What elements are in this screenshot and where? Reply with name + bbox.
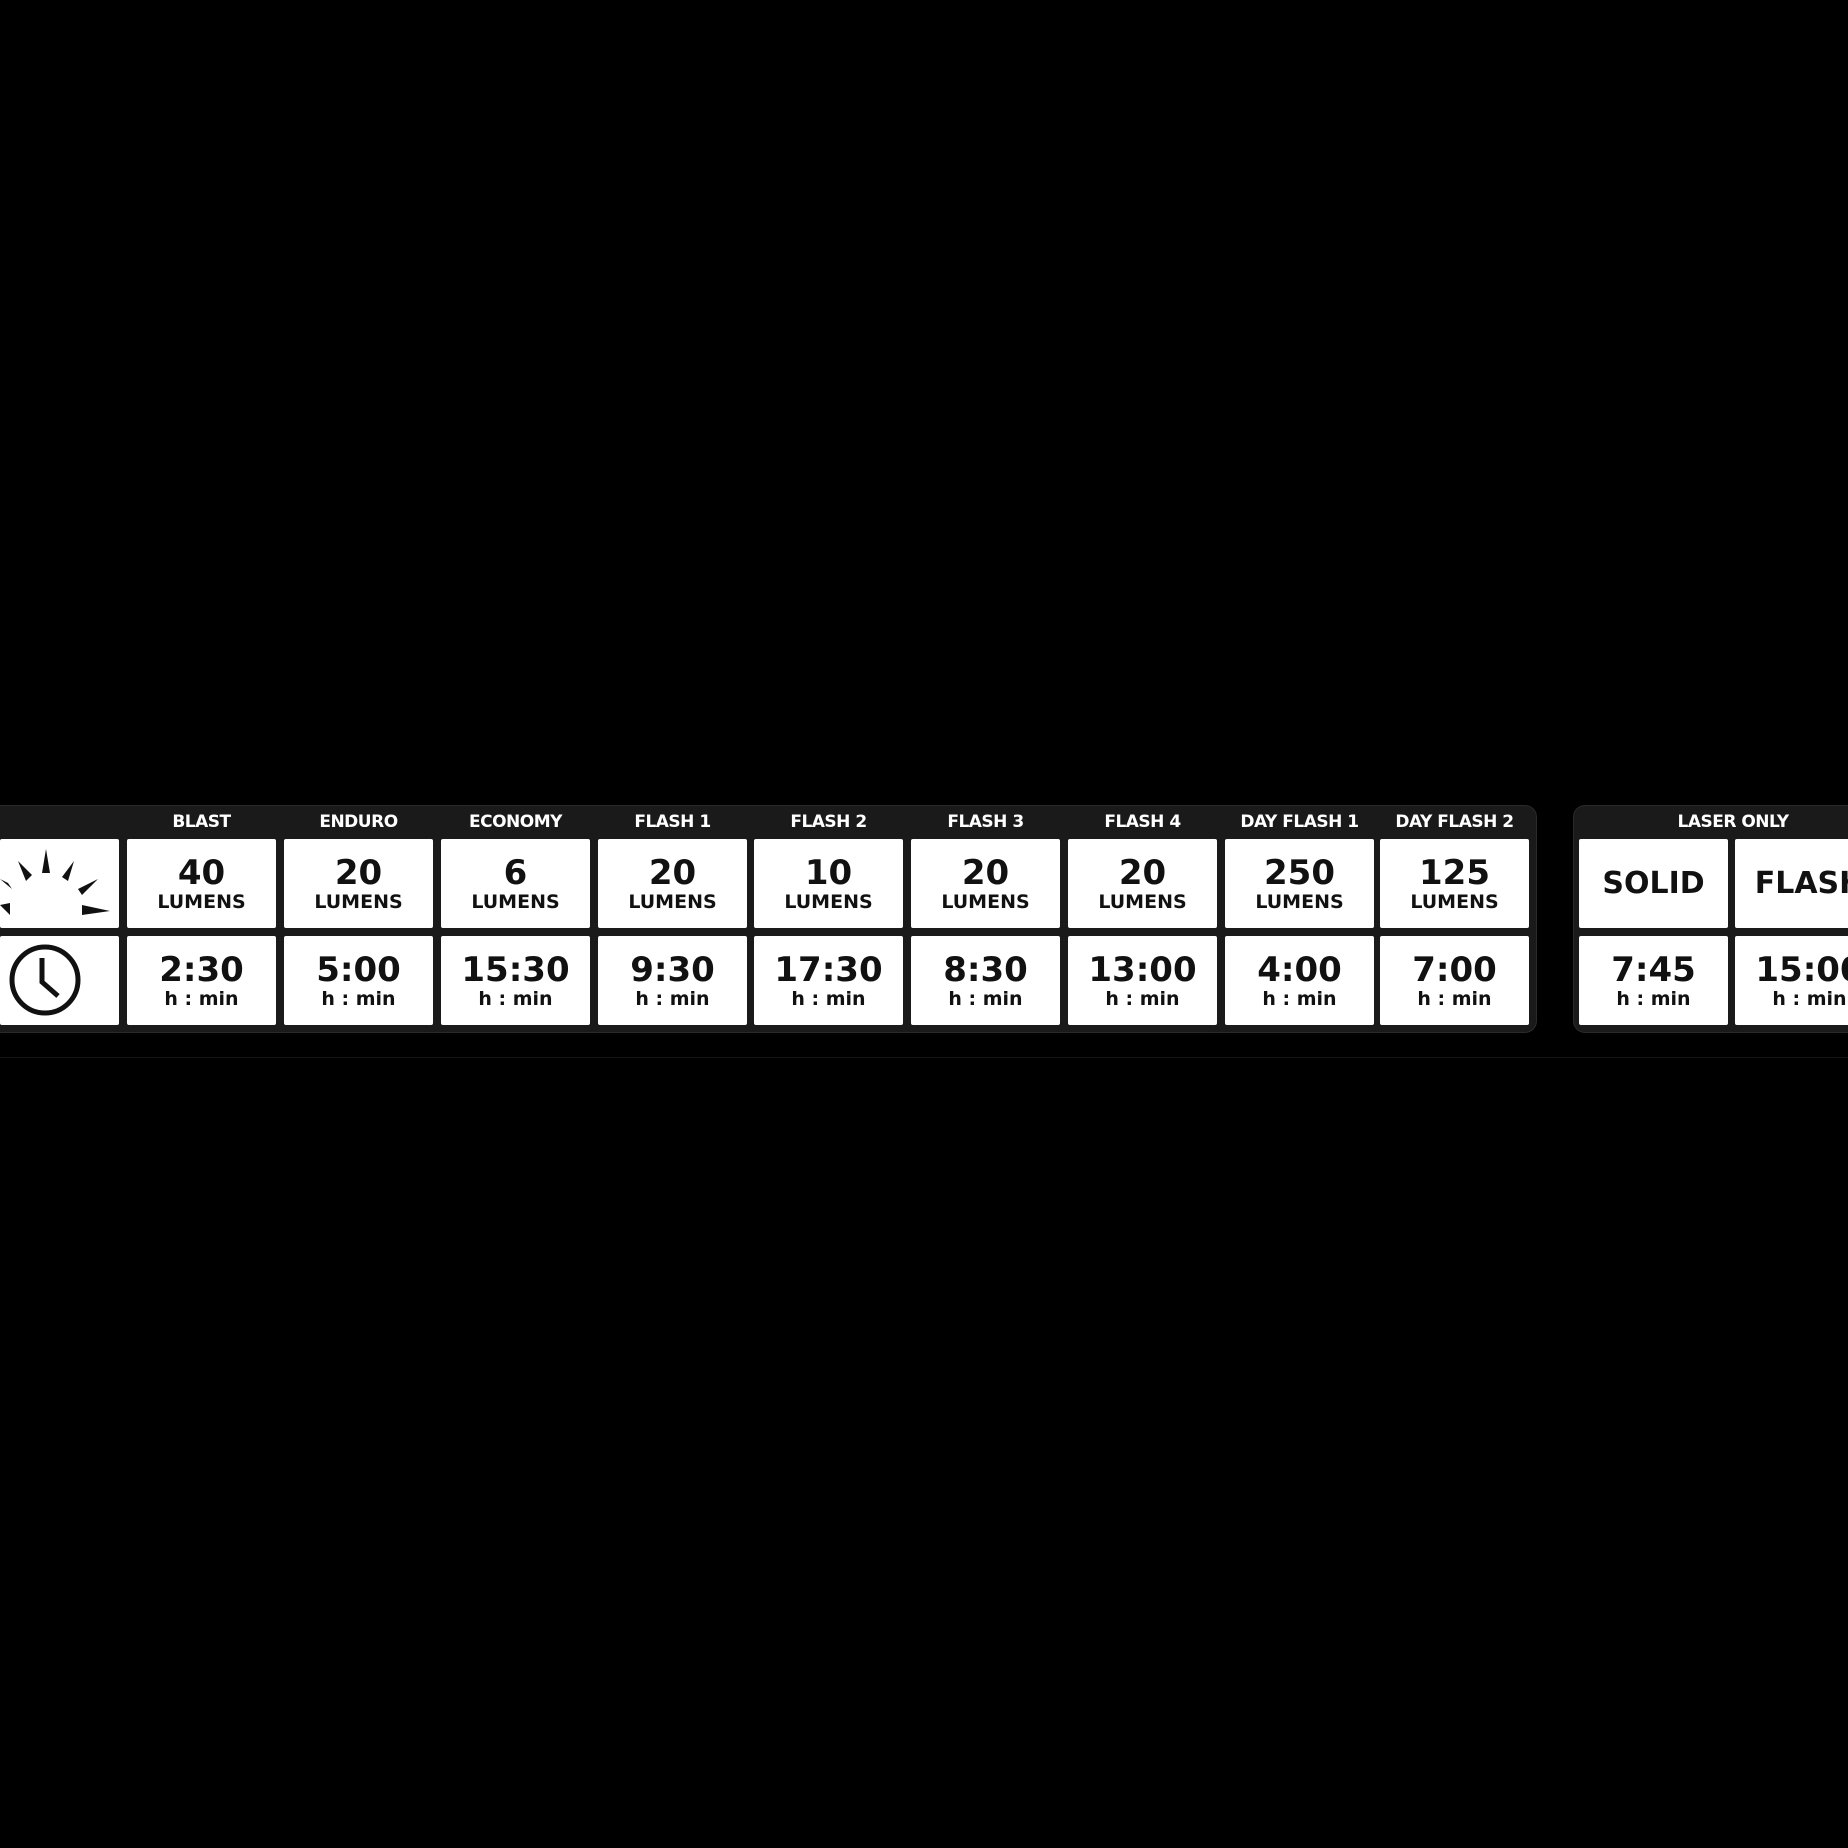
lumens-value: 20 xyxy=(1118,852,1167,893)
time-unit: h : min xyxy=(1105,987,1180,1010)
mode-header: DAY FLASH 2 xyxy=(1395,812,1514,832)
time-unit: h : min xyxy=(1772,987,1847,1010)
laser-runtime-flash: 15:00h : min xyxy=(1735,936,1848,1025)
divider-line xyxy=(0,1057,1848,1058)
lumens-cell: 20 LUMENS xyxy=(1068,839,1217,928)
laser-mode-solid: SOLID xyxy=(1579,839,1728,928)
mode-header: BLAST xyxy=(172,812,231,832)
laser-mode-name: SOLID xyxy=(1602,866,1705,901)
lumens-value: 6 xyxy=(503,852,528,893)
lumens-value: 125 xyxy=(1419,852,1490,893)
lumens-cell: 250 LUMENS xyxy=(1225,839,1374,928)
mode-header: DAY FLASH 1 xyxy=(1240,812,1359,832)
lumens-cell: 20 LUMENS xyxy=(911,839,1060,928)
time-unit: h : min xyxy=(1262,987,1337,1010)
lumens-cell: 125 LUMENS xyxy=(1380,839,1529,928)
mode-header: FLASH 4 xyxy=(1104,812,1181,832)
runtime-value: 8:30 xyxy=(943,949,1028,990)
lumens-cell: 6 LUMENS xyxy=(441,839,590,928)
lumens-cell: 20 LUMENS xyxy=(284,839,433,928)
time-unit: h : min xyxy=(791,987,866,1010)
runtime-cell: 17:30 h : min xyxy=(754,936,903,1025)
laser-mode-flash: FLASH xyxy=(1735,839,1848,928)
lumens-unit: LUMENS xyxy=(471,890,560,913)
runtime-value: 17:30 xyxy=(774,949,883,990)
time-unit: h : min xyxy=(948,987,1023,1010)
lumens-unit: LUMENS xyxy=(784,890,873,913)
runtime-value: 13:00 xyxy=(1088,949,1197,990)
lumens-value: 40 xyxy=(177,852,226,893)
lumens-unit: LUMENS xyxy=(941,890,1030,913)
mode-header: FLASH 3 xyxy=(947,812,1024,832)
laser-runtime-solid: 7:45 h : min xyxy=(1579,936,1728,1025)
runtime-value: 15:00 xyxy=(1755,949,1848,990)
runtime-value: 9:30 xyxy=(630,949,715,990)
lumens-value: 10 xyxy=(804,852,853,893)
time-unit: h : min xyxy=(1417,987,1492,1010)
runtime-cell: 2:30 h : min xyxy=(127,936,276,1025)
lumens-cell: 20 LUMENS xyxy=(598,839,747,928)
lumens-value: 250 xyxy=(1264,852,1335,893)
runtime-value: 15:30 xyxy=(461,949,570,990)
runtime-cell: 15:30 h : min xyxy=(441,936,590,1025)
lumens-value: 20 xyxy=(334,852,383,893)
mode-header: ENDURO xyxy=(319,812,398,832)
time-unit: h : min xyxy=(1616,987,1691,1010)
runtime-value: 7:45 xyxy=(1611,949,1696,990)
laser-mode-name: FLASH xyxy=(1754,866,1848,901)
mode-header: ECONOMY xyxy=(469,812,562,832)
mode-header: FLASH 1 xyxy=(634,812,711,832)
lumens-cell: 10 LUMENS xyxy=(754,839,903,928)
runtime-cell: 13:00 h : min xyxy=(1068,936,1217,1025)
runtime-value: 2:30 xyxy=(159,949,244,990)
lumens-unit: LUMENS xyxy=(1255,890,1344,913)
laser-header: LASER ONLY xyxy=(1677,812,1789,832)
mode-header: FLASH 2 xyxy=(790,812,867,832)
runtime-cell: 7:00 h : min xyxy=(1380,936,1529,1025)
runtime-label-cell xyxy=(0,936,119,1025)
runtime-value: 4:00 xyxy=(1257,949,1342,990)
lumens-unit: LUMENS xyxy=(1410,890,1499,913)
lumens-unit: LUMENS xyxy=(314,890,403,913)
runtime-cell: 9:30 h : min xyxy=(598,936,747,1025)
runtime-cell: 4:00 h : min xyxy=(1225,936,1374,1025)
brightness-label-cell xyxy=(0,839,119,928)
runtime-value: 5:00 xyxy=(316,949,401,990)
time-unit: h : min xyxy=(478,987,553,1010)
time-unit: h : min xyxy=(635,987,710,1010)
clock-icon xyxy=(9,944,81,1016)
sun-icon xyxy=(0,849,110,915)
lumens-cell: 40 LUMENS xyxy=(127,839,276,928)
runtime-cell: 8:30 h : min xyxy=(911,936,1060,1025)
lumens-unit: LUMENS xyxy=(1098,890,1187,913)
lumens-value: 20 xyxy=(961,852,1010,893)
time-unit: h : min xyxy=(321,987,396,1010)
time-unit: h : min xyxy=(164,987,239,1010)
lumens-unit: LUMENS xyxy=(628,890,717,913)
runtime-cell: 5:00 h : min xyxy=(284,936,433,1025)
lumens-unit: LUMENS xyxy=(157,890,246,913)
runtime-value: 7:00 xyxy=(1412,949,1497,990)
lumens-value: 20 xyxy=(648,852,697,893)
